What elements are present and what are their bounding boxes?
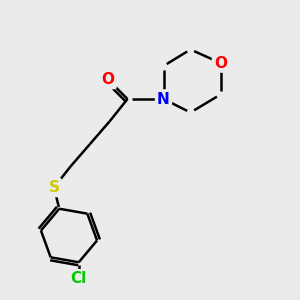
Text: N: N (157, 92, 170, 106)
Text: S: S (49, 180, 59, 195)
Text: O: O (101, 72, 115, 87)
Text: Cl: Cl (70, 271, 87, 286)
Text: O: O (214, 56, 227, 70)
